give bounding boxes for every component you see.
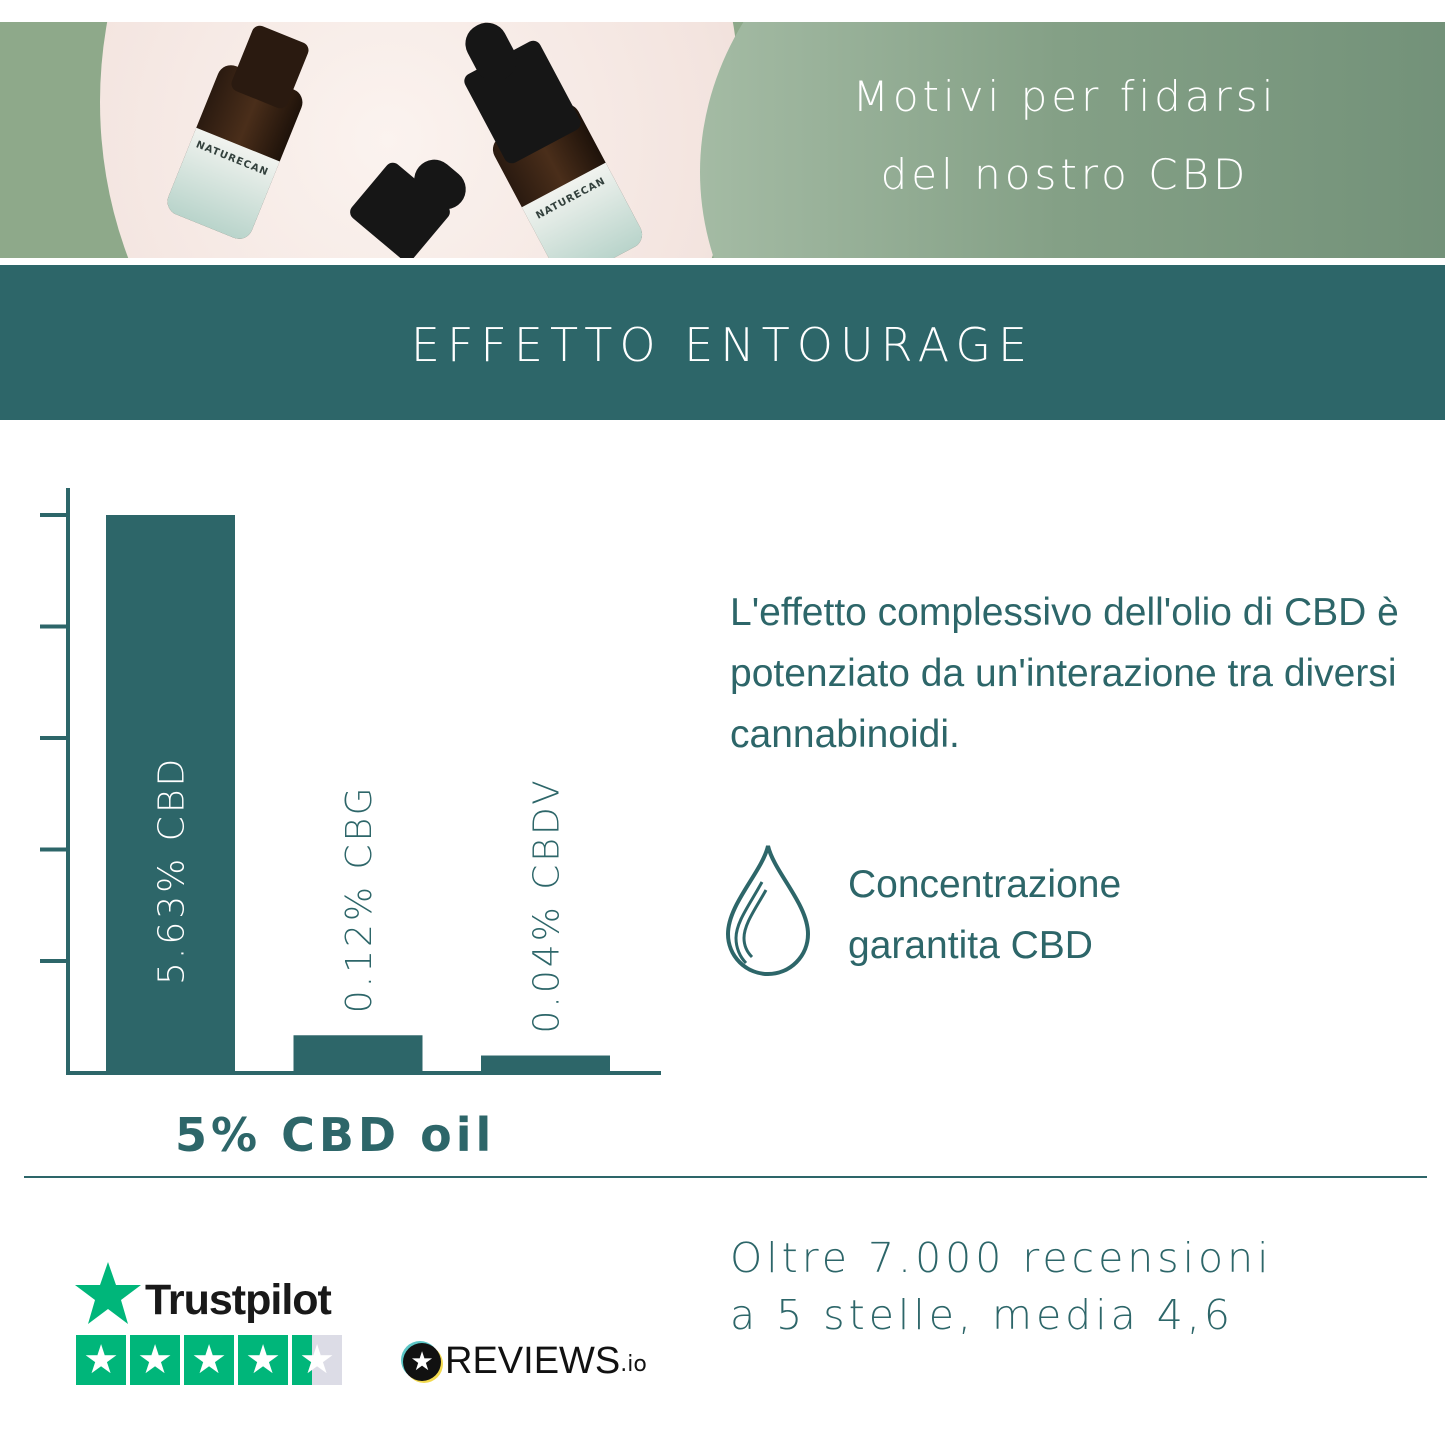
star-icon: ★: [76, 1335, 126, 1385]
description-text: L'effetto complessivo dell'olio di CBD è…: [730, 591, 1399, 756]
trustpilot-rating: ★ ★ ★ ★ ★: [76, 1335, 342, 1385]
feature-text: Concentrazione garantita CBD: [848, 854, 1121, 976]
star-icon: ★: [184, 1335, 234, 1385]
bar-cbd: [106, 515, 235, 1073]
star-icon: ★: [238, 1335, 288, 1385]
reviews-io-logo: ★ REVIEWS .io: [403, 1340, 647, 1383]
drop-icon: [725, 845, 811, 976]
half-star-icon: ★: [292, 1335, 342, 1385]
bottle-brand: NATURECAN: [194, 139, 271, 179]
reviews-io-suffix: .io: [620, 1352, 647, 1377]
bottle-brand: NATURECAN: [534, 175, 608, 222]
banner-title-line: del nostro CBD: [880, 150, 1250, 199]
section-title: EFFETTO ENTOURAGE: [410, 318, 1035, 372]
bar-label: 5.63% CBD: [152, 756, 193, 985]
feature-line: Concentrazione: [848, 863, 1122, 906]
bar-chart: 5.63% CBD 0.12% CBG 0.04% CBDV: [40, 488, 661, 1075]
bar-cbdv: [481, 1055, 610, 1073]
trustpilot-star-icon: [75, 1262, 141, 1324]
trustpilot-logo: Trustpilot: [145, 1276, 332, 1324]
reviews-line: Oltre 7.000 recensioni: [730, 1234, 1273, 1282]
bar-label: 0.04% CBDV: [527, 777, 568, 1033]
product-photo: NATURECAN NATURECAN: [0, 22, 820, 258]
feature-line: garantita CBD: [848, 924, 1093, 967]
hero-banner: NATURECAN NATURECAN: [0, 22, 1445, 258]
reviews-io-star-icon: ★: [403, 1342, 441, 1381]
reviews-text: Oltre 7.000 recensioni a 5 stelle, media…: [730, 1230, 1273, 1344]
bar-label: 0.12% CBG: [339, 784, 380, 1013]
chart-xlabel: 5% CBD oil: [175, 1108, 496, 1162]
bar-cbg: [293, 1035, 423, 1073]
star-icon: ★: [130, 1335, 180, 1385]
reviews-line: a 5 stelle, media 4,6: [730, 1291, 1234, 1339]
section-header: [0, 265, 1445, 420]
divider: [24, 1176, 1427, 1178]
banner-title-line: Motivi per fidarsi: [852, 72, 1278, 121]
banner-title: Motivi per fidarsi del nostro CBD: [780, 58, 1350, 214]
reviews-io-name: REVIEWS: [445, 1340, 621, 1382]
